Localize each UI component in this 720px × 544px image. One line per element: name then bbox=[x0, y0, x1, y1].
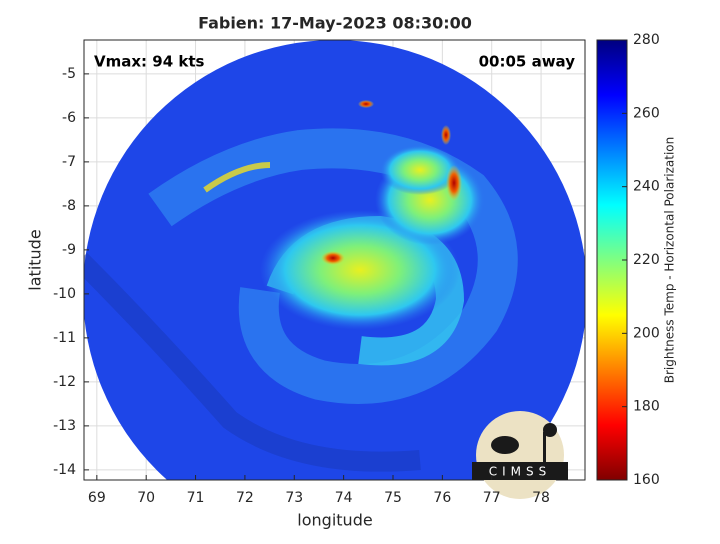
y-tick-label: -6 bbox=[62, 110, 76, 126]
annotation: Vmax: 94 kts bbox=[94, 53, 204, 71]
y-tick-label: -14 bbox=[53, 462, 76, 478]
colorbar-tick-label: 280 bbox=[633, 32, 660, 48]
colorbar-tick-label: 260 bbox=[633, 105, 660, 121]
colorbar-tick-label: 180 bbox=[633, 399, 660, 415]
y-tick-label: -10 bbox=[53, 286, 76, 302]
y-axis-label: latitude bbox=[26, 229, 45, 290]
annotation: 00:05 away bbox=[479, 53, 576, 71]
colorbar-label: Brightness Temp - Horizontal Polarizatio… bbox=[663, 137, 677, 384]
y-tick-label: -11 bbox=[53, 330, 76, 346]
x-tick-label: 72 bbox=[236, 490, 254, 506]
satellite-image bbox=[84, 40, 585, 480]
y-tick-label: -7 bbox=[62, 154, 76, 170]
colorbar-tick-label: 220 bbox=[633, 252, 660, 268]
y-tick-label: -9 bbox=[62, 242, 76, 258]
y-tick-label: -8 bbox=[62, 198, 76, 214]
chart-title: Fabien: 17-May-2023 08:30:00 bbox=[198, 14, 472, 33]
plot-frame bbox=[83, 39, 586, 481]
x-tick-label: 71 bbox=[187, 490, 205, 506]
y-tick-label: -13 bbox=[53, 418, 76, 434]
colorbar-tick-label: 200 bbox=[633, 325, 660, 341]
colorbar-tick-label: 160 bbox=[633, 472, 660, 488]
x-tick-label: 76 bbox=[433, 490, 451, 506]
x-tick-label: 77 bbox=[483, 490, 501, 506]
logo: CIMSS bbox=[472, 411, 568, 499]
x-axis-label: longitude bbox=[297, 511, 372, 530]
logo-text: CIMSS bbox=[489, 465, 552, 479]
x-tick-label: 74 bbox=[335, 490, 353, 506]
x-tick-label: 70 bbox=[137, 490, 155, 506]
x-tick-label: 75 bbox=[384, 490, 402, 506]
x-tick-label: 73 bbox=[285, 490, 303, 506]
x-tick-label: 69 bbox=[88, 490, 106, 506]
y-tick-label: -12 bbox=[53, 374, 76, 390]
y-tick-label: -5 bbox=[62, 66, 76, 82]
x-tick-label: 78 bbox=[532, 490, 550, 506]
colorbar-tick-label: 240 bbox=[633, 179, 660, 195]
